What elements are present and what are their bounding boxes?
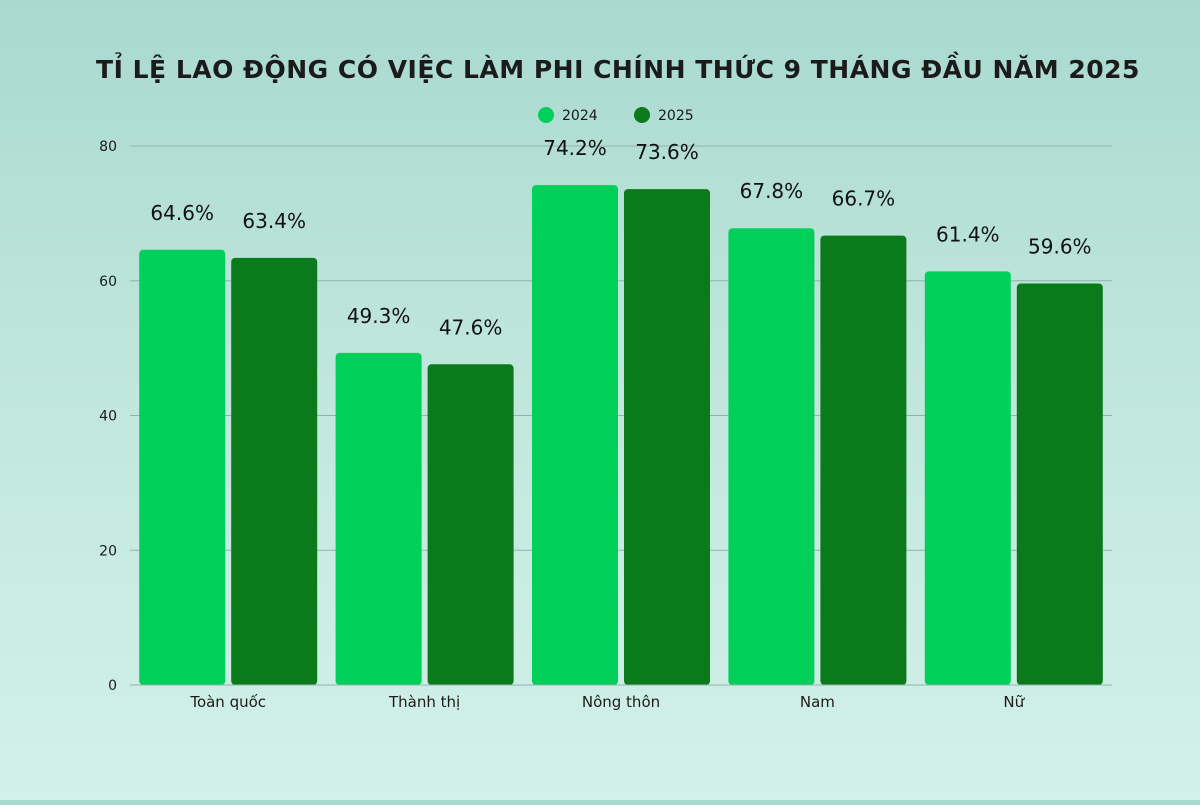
bar-2025-4	[1016, 283, 1103, 685]
legend-swatch-2024	[538, 107, 554, 123]
y-tick-label: 60	[99, 274, 117, 290]
y-tick-label: 80	[99, 139, 117, 155]
chart-title: TỈ LỆ LAO ĐỘNG CÓ VIỆC LÀM PHI CHÍNH THỨ…	[96, 51, 1140, 84]
bar-2025-1	[427, 364, 514, 685]
bar-2024-2	[532, 185, 618, 685]
bar-2024-3	[728, 228, 815, 685]
bar-2024-4	[924, 271, 1011, 685]
data-label-2025-2: 73.6%	[635, 140, 699, 164]
data-label-2024-2: 74.2%	[543, 136, 607, 160]
bar-2025-3	[820, 235, 907, 685]
bar-2024-0	[139, 249, 226, 685]
data-label-2024-3: 67.8%	[740, 179, 804, 203]
legend-swatch-2025	[634, 107, 650, 123]
legend: 2024 2025	[538, 107, 694, 124]
data-label-2024-1: 49.3%	[347, 304, 411, 328]
x-tick-label: Nữ	[1003, 693, 1025, 711]
data-label-2025-3: 66.7%	[832, 187, 896, 211]
y-axis: 0 20 40 60 80	[99, 139, 117, 694]
x-tick-label: Nông thôn	[582, 693, 660, 711]
y-tick-label: 20	[99, 543, 117, 559]
x-tick-label: Toàn quốc	[189, 693, 266, 711]
x-tick-label: Nam	[800, 693, 835, 711]
bars	[139, 185, 1103, 685]
bar-2024-1	[335, 352, 422, 685]
data-label-2025-1: 47.6%	[439, 315, 503, 339]
x-axis: Toàn quốc Thành thị Nông thôn Nam Nữ	[130, 684, 1112, 711]
x-tick-label: Thành thị	[388, 693, 460, 711]
data-label-2025-0: 63.4%	[242, 209, 306, 233]
bar-2025-2	[624, 189, 710, 685]
data-label-2024-0: 64.6%	[150, 201, 214, 225]
y-tick-label: 40	[99, 409, 117, 425]
y-tick-label: 0	[108, 678, 117, 694]
data-labels: 64.6% 63.4% 49.3% 47.6% 74.2% 73.6% 67.8% 66.7%…	[150, 136, 1091, 339]
legend-label-2024: 2024	[562, 108, 598, 124]
bar-2025-0	[231, 257, 318, 685]
legend-label-2025: 2025	[658, 108, 694, 124]
data-label-2025-4: 59.6%	[1028, 234, 1092, 258]
data-label-2024-4: 61.4%	[936, 222, 1000, 246]
